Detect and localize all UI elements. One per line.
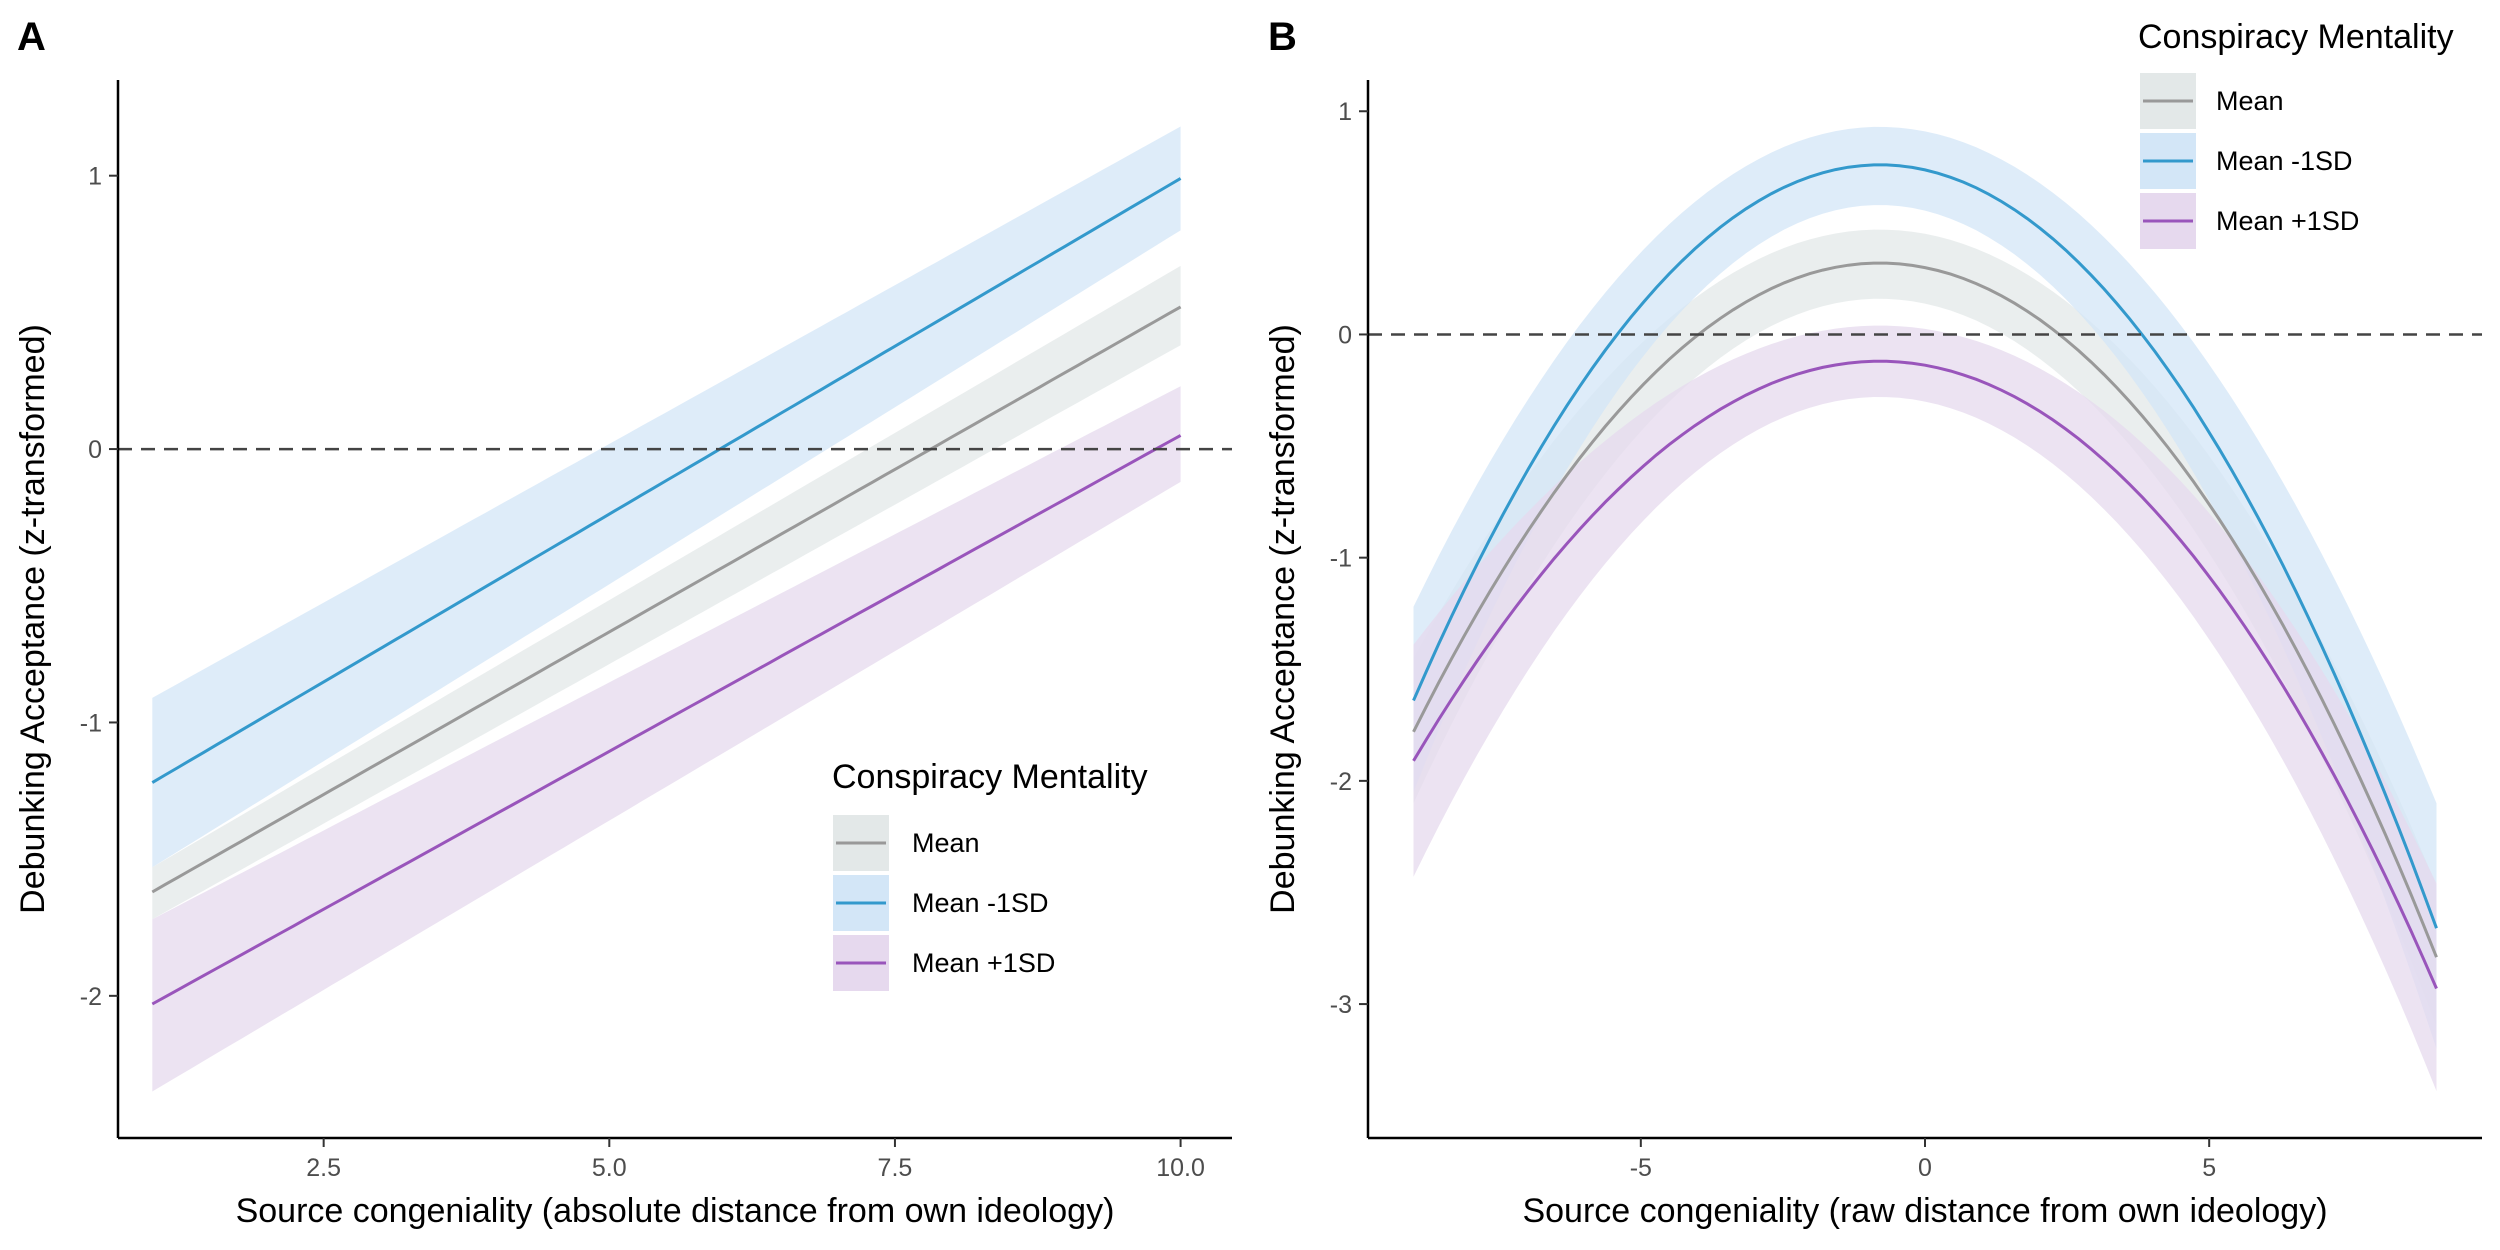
legend-label: Mean <box>912 828 980 858</box>
ci-ribbon-mean-1sd <box>152 386 1181 1092</box>
series-line-mean <box>151 305 1182 894</box>
panel-a-lines <box>151 177 1182 1006</box>
series-line-mean-1sd <box>1412 359 2438 990</box>
legend-item-mean-1sd: Mean +1SD <box>2140 193 2359 249</box>
legend-label: Mean <box>2216 86 2284 116</box>
y-tick-label: 0 <box>88 436 102 464</box>
panel-a-ribbons <box>152 126 1181 1092</box>
y-axis-title: Debunking Acceptance (z-transformed) <box>1264 324 1302 914</box>
legend-title: Conspiracy Mentality <box>832 758 1148 796</box>
y-axis-title: Debunking Acceptance (z-transformed) <box>14 324 52 914</box>
x-axis-title: Source congeniality (raw distance from o… <box>1522 1192 2327 1230</box>
panel-b-label: B <box>1268 15 1297 59</box>
panel-a-axes: -2 -1 0 1 2.5 5.0 7.5 10.0 Source congeniality (… <box>14 80 1232 1230</box>
x-tick-label: 7.5 <box>878 1154 913 1182</box>
panel-a-legend: Conspiracy Mentality Mean Mean -1SD Mean +1… <box>832 758 1148 991</box>
panel-b-axes: -3 -2 -1 0 1 -5 0 5 Source congeniality (raw dis… <box>1264 80 2482 1230</box>
x-tick-label: 0 <box>1918 1154 1932 1182</box>
ci-ribbon-mean-1sd <box>1413 126 2437 1049</box>
legend-item-mean-1sd: Mean -1SD <box>833 875 1049 931</box>
y-tick-label: 1 <box>1338 98 1352 126</box>
y-tick-label: -2 <box>1330 768 1352 796</box>
series-line-mean-1sd <box>151 434 1182 1006</box>
x-tick-label: 5.0 <box>592 1154 627 1182</box>
legend-item-mean-1sd: Mean +1SD <box>833 935 1055 991</box>
x-axis-title: Source congeniality (absolute distance f… <box>236 1192 1115 1230</box>
y-tick-label: -1 <box>1330 545 1352 573</box>
ci-ribbon-mean-1sd <box>1413 325 2437 1092</box>
x-tick-label: -5 <box>1630 1154 1652 1182</box>
x-tick-label: 10.0 <box>1156 1154 1205 1182</box>
panel-a-label: A <box>17 15 46 59</box>
legend-item-mean: Mean <box>2140 73 2284 129</box>
ci-ribbon-mean-1sd <box>152 126 1181 868</box>
series-line-mean-1sd <box>1412 163 2438 929</box>
legend-item-mean-1sd: Mean -1SD <box>2140 133 2353 189</box>
series-line-mean <box>1412 261 2438 958</box>
y-tick-label: 1 <box>88 163 102 191</box>
x-tick-label: 2.5 <box>306 1154 341 1182</box>
legend-title: Conspiracy Mentality <box>2138 18 2454 56</box>
panel-b-ribbons <box>1413 126 2437 1092</box>
legend-label: Mean +1SD <box>2216 206 2359 236</box>
y-tick-label: -1 <box>80 709 102 737</box>
panel-b-legend: Conspiracy Mentality Mean Mean -1SD Mean +1… <box>2138 18 2454 249</box>
series-line-mean-1sd <box>151 177 1182 784</box>
legend-label: Mean -1SD <box>2216 146 2353 176</box>
legend-label: Mean -1SD <box>912 888 1049 918</box>
y-tick-label: -3 <box>1330 991 1352 1019</box>
legend-label: Mean +1SD <box>912 948 1055 978</box>
y-tick-label: -2 <box>80 983 102 1011</box>
panel-b-lines <box>1412 163 2438 990</box>
y-tick-label: 0 <box>1338 321 1352 349</box>
legend-item-mean: Mean <box>833 815 980 871</box>
ci-ribbon-mean <box>152 265 1181 920</box>
x-tick-label: 5 <box>2202 1154 2216 1182</box>
